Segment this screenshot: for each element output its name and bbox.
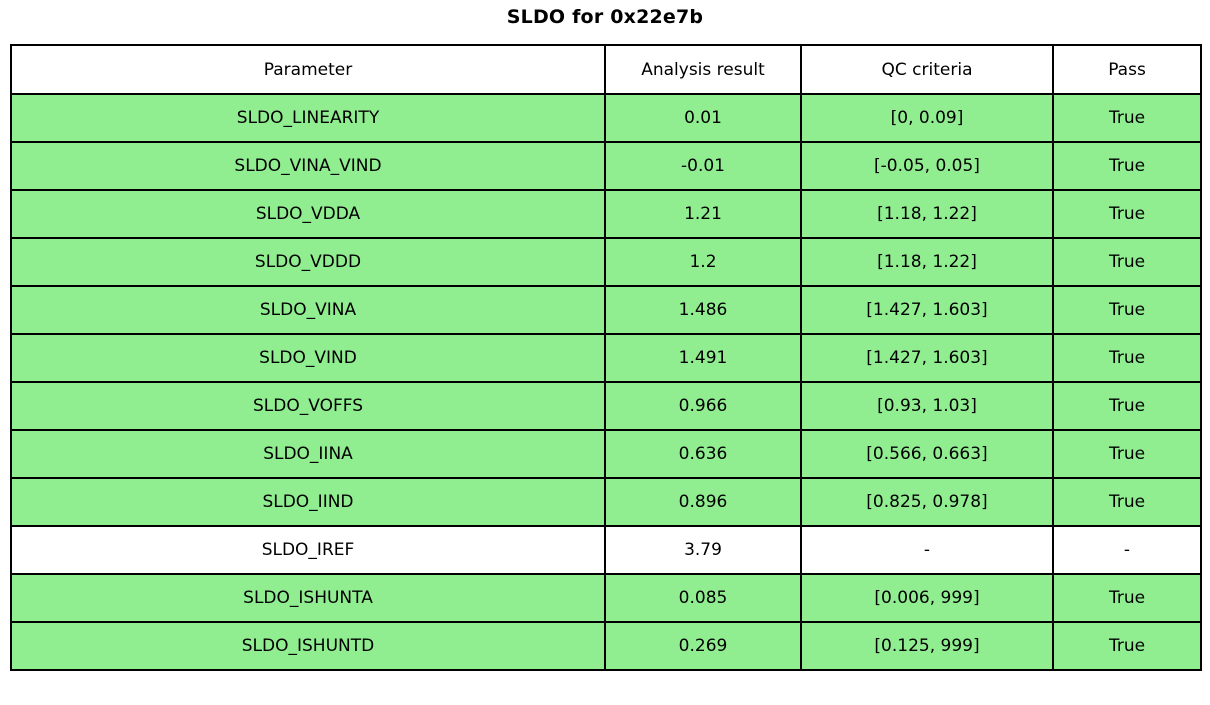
- cell-pass: True: [1052, 237, 1202, 287]
- table-row: SLDO_VDDD 1.2 [1.18, 1.22] True: [10, 237, 1202, 287]
- cell-parameter: SLDO_ISHUNTD: [10, 621, 606, 671]
- cell-analysis-result: 0.896: [604, 477, 802, 527]
- table-row: SLDO_VOFFS 0.966 [0.93, 1.03] True: [10, 381, 1202, 431]
- table-row: SLDO_LINEARITY 0.01 [0, 0.09] True: [10, 93, 1202, 143]
- qc-results-table: Parameter Analysis result QC criteria Pa…: [10, 44, 1202, 671]
- cell-pass: True: [1052, 621, 1202, 671]
- cell-pass: -: [1052, 525, 1202, 575]
- cell-qc-criteria: [1.18, 1.22]: [800, 189, 1054, 239]
- cell-analysis-result: 0.085: [604, 573, 802, 623]
- cell-analysis-result: 3.79: [604, 525, 802, 575]
- cell-parameter: SLDO_IREF: [10, 525, 606, 575]
- cell-qc-criteria: -: [800, 525, 1054, 575]
- cell-pass: True: [1052, 141, 1202, 191]
- cell-pass: True: [1052, 381, 1202, 431]
- cell-analysis-result: 0.636: [604, 429, 802, 479]
- cell-parameter: SLDO_VINA: [10, 285, 606, 335]
- cell-qc-criteria: [0.125, 999]: [800, 621, 1054, 671]
- cell-pass: True: [1052, 189, 1202, 239]
- cell-qc-criteria: [1.18, 1.22]: [800, 237, 1054, 287]
- cell-pass: True: [1052, 93, 1202, 143]
- table-row: SLDO_IINA 0.636 [0.566, 0.663] True: [10, 429, 1202, 479]
- cell-parameter: SLDO_VOFFS: [10, 381, 606, 431]
- cell-analysis-result: -0.01: [604, 141, 802, 191]
- cell-qc-criteria: [0.006, 999]: [800, 573, 1054, 623]
- cell-analysis-result: 0.269: [604, 621, 802, 671]
- cell-analysis-result: 1.491: [604, 333, 802, 383]
- col-header-qc-criteria: QC criteria: [800, 44, 1054, 95]
- cell-qc-criteria: [0.93, 1.03]: [800, 381, 1054, 431]
- cell-parameter: SLDO_VDDD: [10, 237, 606, 287]
- cell-analysis-result: 0.01: [604, 93, 802, 143]
- cell-pass: True: [1052, 285, 1202, 335]
- table-row: SLDO_ISHUNTA 0.085 [0.006, 999] True: [10, 573, 1202, 623]
- cell-qc-criteria: [-0.05, 0.05]: [800, 141, 1054, 191]
- cell-pass: True: [1052, 333, 1202, 383]
- cell-parameter: SLDO_VIND: [10, 333, 606, 383]
- table-row: SLDO_IIND 0.896 [0.825, 0.978] True: [10, 477, 1202, 527]
- cell-pass: True: [1052, 573, 1202, 623]
- cell-qc-criteria: [1.427, 1.603]: [800, 333, 1054, 383]
- cell-pass: True: [1052, 429, 1202, 479]
- cell-parameter: SLDO_VDDA: [10, 189, 606, 239]
- cell-parameter: SLDO_IINA: [10, 429, 606, 479]
- table-row: SLDO_VDDA 1.21 [1.18, 1.22] True: [10, 189, 1202, 239]
- cell-analysis-result: 1.486: [604, 285, 802, 335]
- col-header-parameter: Parameter: [10, 44, 606, 95]
- table-row: SLDO_VINA 1.486 [1.427, 1.603] True: [10, 285, 1202, 335]
- cell-qc-criteria: [0.825, 0.978]: [800, 477, 1054, 527]
- cell-qc-criteria: [1.427, 1.603]: [800, 285, 1054, 335]
- page-title: SLDO for 0x22e7b: [506, 6, 704, 28]
- col-header-pass: Pass: [1052, 44, 1202, 95]
- table-row: SLDO_IREF 3.79- -: [10, 525, 1202, 575]
- cell-analysis-result: 1.2: [604, 237, 802, 287]
- cell-pass: True: [1052, 477, 1202, 527]
- cell-analysis-result: 1.21: [604, 189, 802, 239]
- cell-analysis-result: 0.966: [604, 381, 802, 431]
- table-body: SLDO_LINEARITY 0.01 [0, 0.09] True SLDO_VINA…: [10, 93, 1202, 671]
- cell-parameter: SLDO_IIND: [10, 477, 606, 527]
- cell-qc-criteria: [0.566, 0.663]: [800, 429, 1054, 479]
- table-row: SLDO_VINA_VIND -0.01 [-0.05, 0.05] True: [10, 141, 1202, 191]
- cell-qc-criteria: [0, 0.09]: [800, 93, 1054, 143]
- table-row: SLDO_VIND 1.491 [1.427, 1.603] True: [10, 333, 1202, 383]
- header-row: Parameter Analysis result QC criteria Pa…: [10, 44, 1202, 95]
- cell-parameter: SLDO_VINA_VIND: [10, 141, 606, 191]
- table-row: SLDO_ISHUNTD 0.269 [0.125, 999] True: [10, 621, 1202, 671]
- cell-parameter: SLDO_ISHUNTA: [10, 573, 606, 623]
- col-header-analysis-result: Analysis result: [604, 44, 802, 95]
- cell-parameter: SLDO_LINEARITY: [10, 93, 606, 143]
